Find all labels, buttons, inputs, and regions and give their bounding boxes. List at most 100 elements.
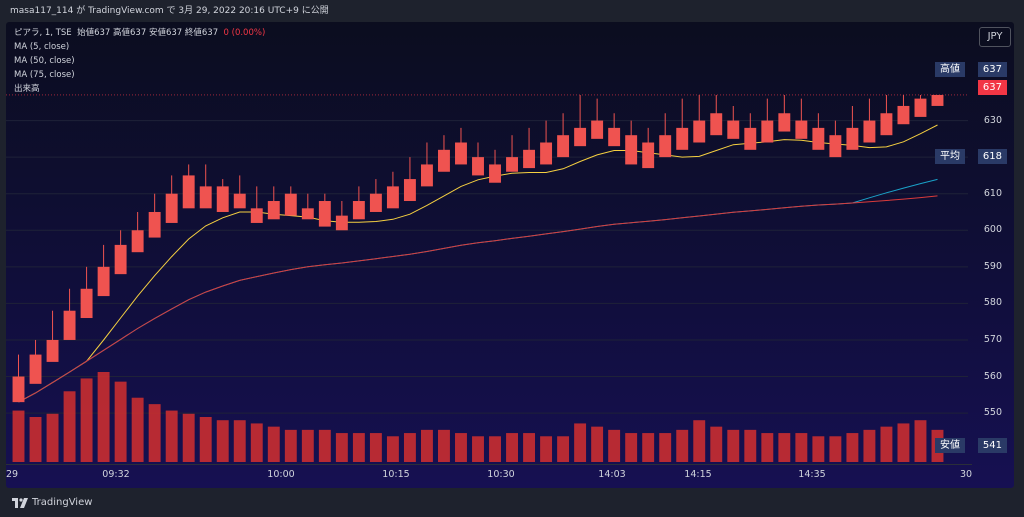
- legend-ma50[interactable]: MA (50, close): [14, 56, 75, 66]
- candle-body: [795, 120, 808, 139]
- legend-symbol-row: ピアラ, 1, TSE 始値637 高値637 安値637 終値637 0 (0…: [14, 26, 265, 40]
- time-tick-label: 10:00: [267, 469, 295, 480]
- candle-body: [12, 376, 25, 403]
- candle-body: [608, 127, 621, 147]
- tradingview-logo-icon: [12, 497, 28, 508]
- legend-ma75[interactable]: MA (75, close): [14, 70, 75, 80]
- volume-bar: [489, 436, 501, 462]
- ma75-line: [18, 195, 938, 403]
- candle-body: [744, 127, 757, 150]
- legend: ピアラ, 1, TSE 始値637 高値637 安値637 終値637 0 (0…: [14, 26, 265, 96]
- volume-bar: [523, 433, 536, 462]
- candle-body: [914, 98, 927, 117]
- candle-body: [676, 127, 689, 150]
- low-tag-value: 541: [977, 438, 1007, 453]
- price-tick-label: 600: [983, 224, 1002, 236]
- candle-body: [472, 157, 484, 176]
- legend-volume[interactable]: 出来高: [14, 84, 40, 94]
- publish-info-text: masa117_114 が TradingView.com で 3月 29, 2…: [10, 6, 329, 16]
- volume-bar: [693, 420, 706, 462]
- price-tick-label: 580: [983, 297, 1002, 309]
- volume-bar: [114, 381, 127, 462]
- volume-bar: [591, 426, 604, 462]
- candle-body: [455, 142, 467, 165]
- candle-body: [693, 120, 706, 143]
- symbol-label: ピアラ, 1, TSE: [14, 28, 72, 38]
- volume-bar: [557, 436, 570, 462]
- candle-body: [489, 164, 501, 183]
- candle-body: [114, 244, 127, 275]
- time-axis[interactable]: 29 09:32 10:00 10:15 10:30 14:03 14:15 14:35 30: [6, 464, 972, 488]
- volume-bar: [778, 433, 791, 462]
- footer: TradingView: [0, 492, 1024, 517]
- candle-body: [642, 142, 655, 169]
- volume-bar: [80, 378, 93, 462]
- price-tick-label: 610: [983, 187, 1002, 199]
- candle-body: [318, 201, 331, 227]
- candle-body: [438, 149, 450, 172]
- candle-body: [131, 230, 144, 253]
- candle-body: [403, 179, 416, 202]
- volume-bar: [267, 426, 280, 462]
- legend-ma5[interactable]: MA (5, close): [14, 42, 70, 52]
- volume-bar: [250, 423, 263, 462]
- candle-body: [199, 186, 212, 209]
- candle-body: [574, 127, 587, 147]
- candle-body: [506, 157, 518, 172]
- volume-bar: [438, 429, 450, 462]
- candle-body: [846, 127, 859, 150]
- volume-bar: [914, 420, 927, 462]
- high-tag-value: 637: [977, 62, 1007, 77]
- volume-bar: [301, 429, 314, 462]
- volume-bar: [97, 372, 110, 462]
- volume-bar: [506, 433, 518, 462]
- candle-body: [931, 94, 944, 106]
- candle-body: [897, 105, 910, 125]
- chart-area[interactable]: ピアラ, 1, TSE 始値637 高値637 安値637 終値637 0 (0…: [6, 22, 1014, 488]
- candle-body: [335, 215, 348, 231]
- candle-body: [267, 201, 280, 220]
- time-tick-label: 14:15: [684, 469, 712, 480]
- volume-bar: [727, 429, 740, 462]
- time-tick-label: 29: [6, 469, 19, 480]
- tradingview-brand[interactable]: TradingView: [12, 497, 92, 508]
- candle-body: [46, 339, 59, 362]
- volume-bar: [659, 433, 672, 462]
- volume-bar: [897, 423, 910, 462]
- candle-body: [778, 113, 791, 132]
- volume-bar: [642, 433, 655, 462]
- volume-bar: [455, 433, 467, 462]
- volume-bar: [386, 436, 399, 462]
- volume-bar: [676, 429, 689, 462]
- low-tag: 安値 541: [935, 438, 1007, 453]
- average-tag-value: 618: [977, 149, 1007, 164]
- candle-body: [863, 120, 876, 143]
- volume-bar: [744, 429, 757, 462]
- candle-body: [216, 186, 229, 212]
- average-tag-label: 平均: [935, 149, 965, 164]
- volume-bar: [829, 436, 842, 462]
- volume-bar: [625, 433, 638, 462]
- candle-body: [880, 113, 893, 136]
- volume-bar: [63, 391, 76, 462]
- time-tick-label: 14:03: [598, 469, 626, 480]
- candle-body: [812, 127, 825, 150]
- volume-bar: [608, 429, 621, 462]
- volume-bar: [403, 433, 416, 462]
- price-chart[interactable]: [6, 22, 1014, 488]
- candle-body: [165, 193, 178, 223]
- candle-body: [540, 142, 553, 165]
- candle-body: [29, 354, 42, 384]
- volume-bar: [472, 436, 484, 462]
- volume-bar: [29, 417, 42, 462]
- volume-bar: [352, 433, 365, 462]
- currency-button[interactable]: JPY: [979, 27, 1011, 47]
- volume-bar: [540, 436, 553, 462]
- brand-label: TradingView: [32, 497, 93, 508]
- candle-body: [829, 135, 842, 158]
- candle-body: [369, 193, 382, 212]
- candle-body: [420, 164, 433, 187]
- volume-bar: [846, 433, 859, 462]
- candle-body: [97, 266, 110, 297]
